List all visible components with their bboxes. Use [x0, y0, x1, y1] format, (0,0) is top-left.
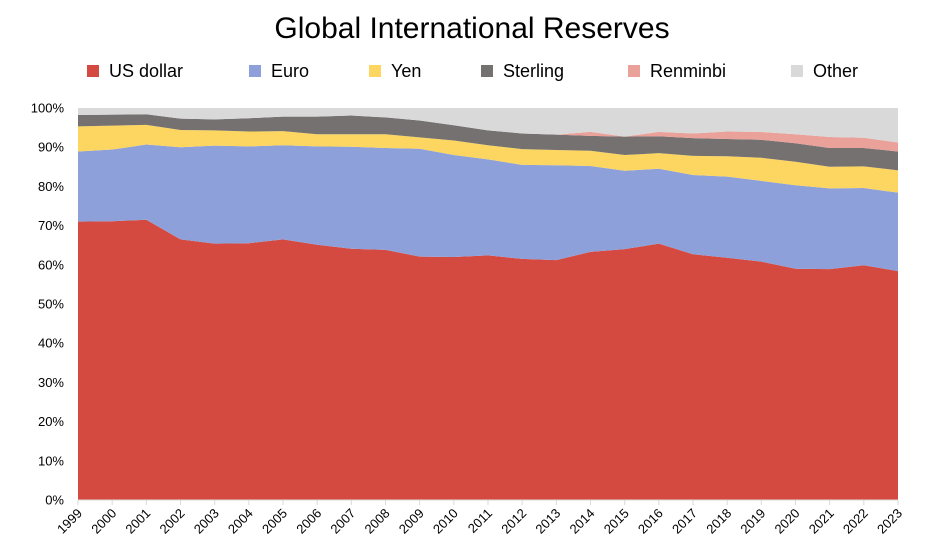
- x-tick-label: 2015: [601, 506, 632, 537]
- x-tick-label: 2010: [430, 506, 461, 537]
- x-tick-label: 2016: [635, 506, 666, 537]
- x-tick-label: 2011: [465, 506, 495, 536]
- y-tick-label: 30%: [38, 375, 64, 390]
- legend-label: US dollar: [109, 61, 183, 81]
- y-tick-label: 10%: [38, 453, 64, 468]
- area-renminbi: [78, 114, 898, 152]
- legend-item-euro: Euro: [249, 61, 309, 81]
- x-tick-label: 2005: [259, 506, 290, 537]
- legend-label: Other: [813, 61, 858, 81]
- x-tick-label: 2012: [498, 506, 529, 537]
- area-euro: [78, 144, 898, 272]
- legend-item-sterling: Sterling: [481, 61, 564, 81]
- area-other: [78, 108, 898, 143]
- legend-label: Euro: [271, 61, 309, 81]
- x-tick-label: 2019: [737, 506, 768, 537]
- y-tick-label: 100%: [31, 101, 65, 116]
- legend-item-us-dollar: US dollar: [87, 61, 183, 81]
- x-tick-label: 2023: [874, 506, 905, 537]
- x-tick-label: 2013: [532, 506, 563, 537]
- legend-label: Yen: [391, 61, 421, 81]
- x-tick-label: 2014: [567, 506, 598, 537]
- x-tick-label: 2003: [191, 506, 222, 537]
- x-tick-label: 1999: [54, 506, 85, 537]
- x-tick-label: 2000: [88, 506, 119, 537]
- y-tick-label: 90%: [38, 140, 64, 155]
- y-tick-label: 70%: [38, 218, 64, 233]
- legend-swatch: [481, 65, 493, 77]
- x-tick-label: 2020: [772, 506, 803, 537]
- legend-item-other: Other: [791, 61, 858, 81]
- legend-item-renminbi: Renminbi: [628, 61, 726, 81]
- x-tick-label: 2006: [293, 506, 324, 537]
- area-us-dollar: [78, 219, 898, 500]
- legend: US dollar Euro Yen Sterling Renminbi Other: [87, 61, 858, 81]
- x-tick-label: 2008: [362, 506, 393, 537]
- y-tick-label: 50%: [38, 297, 64, 312]
- x-tick-label: 2017: [669, 506, 700, 537]
- x-axis: 1999 2000 2001 2002 2003 2004 2005 2006 2007 2008…: [54, 499, 905, 537]
- y-tick-label: 20%: [38, 414, 64, 429]
- x-tick-label: 2004: [225, 506, 256, 537]
- legend-swatch: [791, 65, 803, 77]
- chart-title: Global International Reserves: [274, 12, 669, 45]
- y-axis: 0% 10% 20% 30% 40% 50% 60% 70% 80% 90% 100%: [31, 101, 65, 508]
- area-yen: [78, 124, 898, 193]
- legend-swatch: [369, 65, 381, 77]
- y-tick-label: 80%: [38, 179, 64, 194]
- x-tick-label: 2001: [122, 506, 153, 537]
- area-sterling: [78, 114, 898, 171]
- y-tick-label: 60%: [38, 257, 64, 272]
- y-tick-label: 40%: [38, 336, 64, 351]
- x-tick-label: 2002: [157, 506, 188, 537]
- x-tick-label: 2007: [327, 506, 358, 537]
- x-tick-label: 2009: [396, 506, 427, 537]
- legend-swatch: [249, 65, 261, 77]
- legend-swatch: [87, 65, 99, 77]
- legend-label: Renminbi: [650, 61, 726, 81]
- y-tick-label: 0%: [45, 493, 64, 508]
- x-tick-label: 2022: [840, 506, 871, 537]
- legend-item-yen: Yen: [369, 61, 421, 81]
- plot-area: [78, 108, 898, 500]
- legend-swatch: [628, 65, 640, 77]
- legend-label: Sterling: [503, 61, 564, 81]
- x-tick-label: 2021: [806, 506, 837, 537]
- x-tick-label: 2018: [703, 506, 734, 537]
